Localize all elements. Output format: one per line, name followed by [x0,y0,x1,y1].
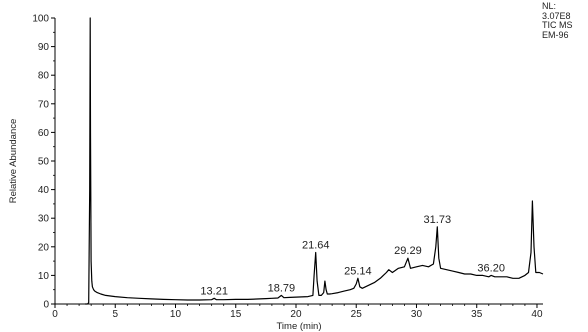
x-tick-label: 0 [52,309,58,320]
y-tick-label: 50 [38,157,50,168]
x-tick-label: 35 [471,309,483,320]
y-tick-label: 10 [38,271,50,282]
x-tick-label: 15 [230,309,242,320]
info-line-nl: NL: [542,1,557,11]
tic-trace-line [85,17,544,305]
axis-ticks: 0 5 10 15 20 25 30 35 40 0 10 20 30 40 50 60 70 80 90 100 [32,14,543,321]
series-group [85,17,544,305]
info-block: NL: 3.07E8 TIC MS EM-96 [542,1,573,40]
y-tick-label: 80 [38,71,50,82]
info-line-sample: EM-96 [542,29,569,40]
y-axis-label: Relative Abundance [8,119,19,204]
peak-label: 18.79 [268,282,296,294]
peak-label: 31.73 [424,214,452,226]
x-tick-label: 10 [170,309,182,320]
axes [54,18,543,305]
peak-label: 13.21 [200,285,228,297]
y-tick-label: 40 [38,185,50,196]
info-line-tic: TIC MS [542,20,573,30]
x-tick-label: 30 [411,309,423,320]
peak-label: 25.14 [344,265,372,277]
x-tick-label: 25 [351,309,363,320]
y-tick-label: 0 [43,300,49,311]
y-tick-label: 20 [38,242,50,253]
peak-label: 21.64 [302,240,330,252]
x-tick-label: 40 [531,309,543,320]
y-tick-label: 90 [38,42,50,53]
peak-label: 29.29 [394,245,422,257]
y-tick-label: 30 [38,214,50,225]
peak-label: 36.20 [477,262,505,274]
x-axis-label: Time (min) [276,321,321,332]
x-tick-label: 5 [112,309,118,320]
x-tick-label: 20 [290,309,302,320]
info-line-max: 3.07E8 [542,10,571,21]
y-tick-label: 70 [38,99,50,110]
y-tick-label: 100 [32,14,49,25]
y-tick-label: 60 [38,128,50,139]
peak-labels: 13.21 18.79 21.64 25.14 29.29 31.73 36.20 [200,214,505,298]
